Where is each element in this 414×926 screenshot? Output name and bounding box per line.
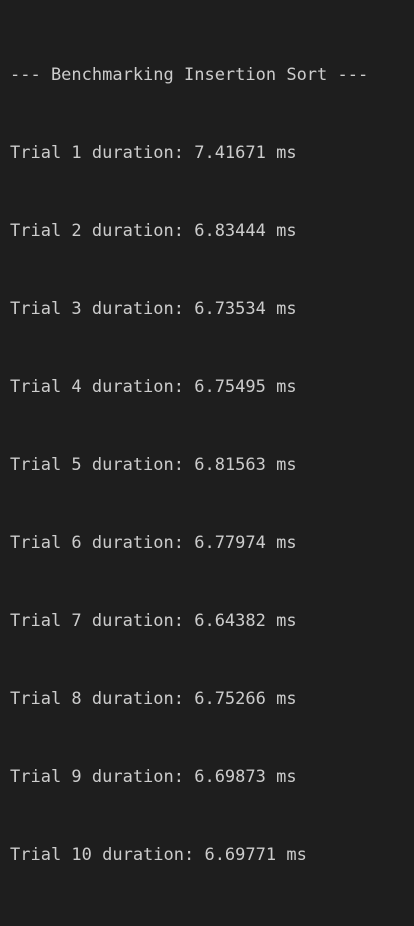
trial-line-6: Trial 6 duration: 6.77974 ms bbox=[10, 533, 297, 553]
trial-line-7: Trial 7 duration: 6.64382 ms bbox=[10, 611, 297, 631]
trial-line-5: Trial 5 duration: 6.81563 ms bbox=[10, 455, 297, 475]
trial-line-10: Trial 10 duration: 6.69771 ms bbox=[10, 845, 307, 865]
trial-line-1: Trial 1 duration: 7.41671 ms bbox=[10, 143, 297, 163]
trial-line-3: Trial 3 duration: 6.73534 ms bbox=[10, 299, 297, 319]
benchmark-header: --- Benchmarking Insertion Sort --- bbox=[10, 65, 369, 85]
trial-line-4: Trial 4 duration: 6.75495 ms bbox=[10, 377, 297, 397]
trial-line-2: Trial 2 duration: 6.83444 ms bbox=[10, 221, 297, 241]
trial-line-8: Trial 8 duration: 6.75266 ms bbox=[10, 689, 297, 709]
trial-line-9: Trial 9 duration: 6.69873 ms bbox=[10, 767, 297, 787]
terminal-output: --- Benchmarking Insertion Sort --- Tria… bbox=[10, 65, 369, 865]
blank-line bbox=[10, 920, 414, 926]
